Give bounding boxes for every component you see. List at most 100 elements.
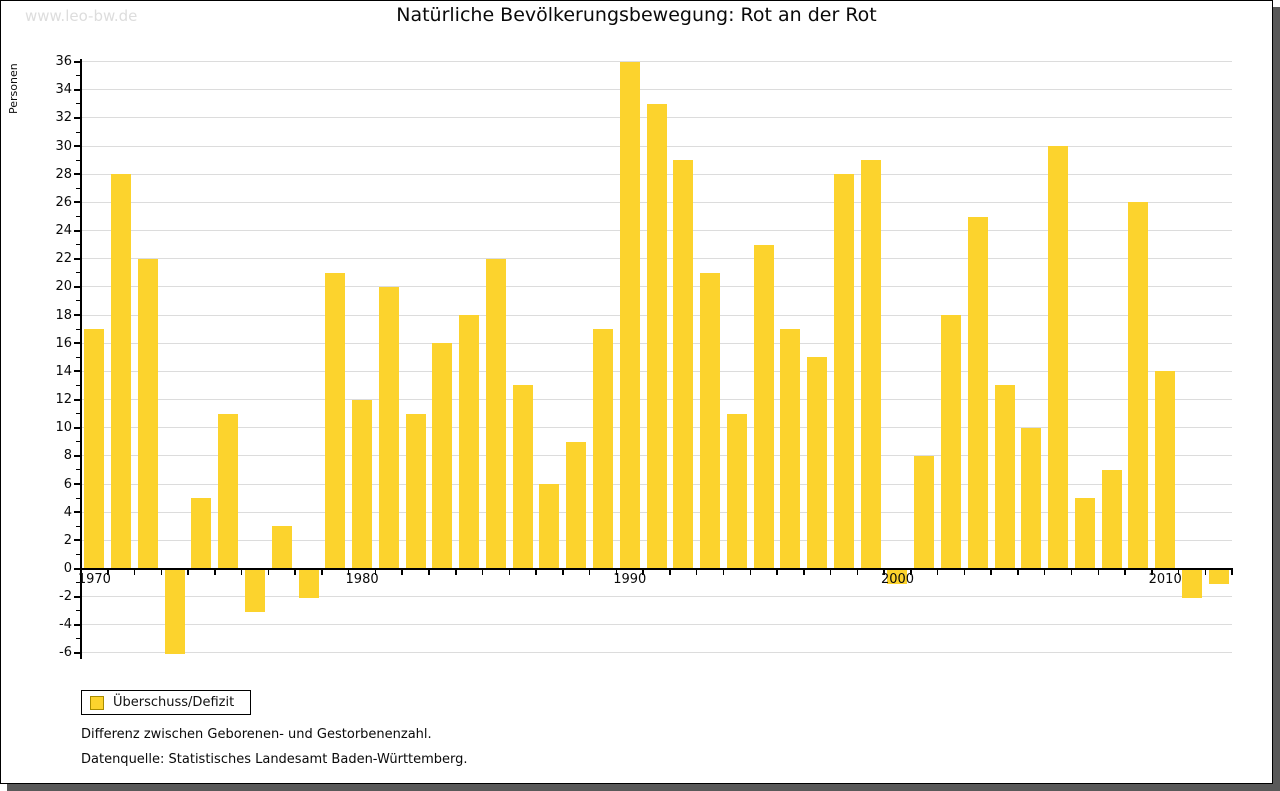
x-tick-label-1970: 1970: [77, 572, 111, 587]
bar-2002: [941, 315, 962, 569]
bar-1974: [191, 498, 212, 569]
y-tick-label: 22: [55, 251, 72, 267]
y-tick: [76, 469, 80, 471]
y-tick: [76, 525, 80, 527]
y-tick: [73, 285, 80, 288]
x-tick: [722, 569, 725, 575]
y-tick: [73, 539, 80, 542]
y-tick-label: 8: [63, 448, 72, 464]
bar-1989: [593, 329, 613, 569]
y-tick: [73, 595, 80, 598]
x-tick: [642, 569, 644, 575]
y-tick: [73, 88, 80, 91]
y-axis-line: [79, 59, 82, 659]
gridline: [81, 652, 1233, 654]
x-tick: [936, 569, 939, 575]
y-tick-label: 14: [55, 363, 72, 379]
y-tick: [76, 356, 80, 358]
bar-1972: [137, 258, 158, 569]
y-tick: [76, 159, 80, 161]
y-tick: [73, 145, 80, 148]
footnote-definition: Differenz zwischen Geborenen- und Gestor…: [81, 727, 432, 742]
x-tick: [695, 569, 698, 575]
x-tick: [321, 569, 323, 575]
x-tick: [240, 569, 243, 575]
y-tick-label: -4: [59, 617, 72, 633]
bar-1978: [298, 569, 319, 598]
x-tick: [803, 569, 805, 575]
y-tick: [76, 497, 80, 499]
x-tick: [214, 569, 216, 575]
y-tick: [76, 638, 80, 640]
y-tick: [76, 441, 80, 443]
y-tick: [73, 426, 80, 429]
x-tick: [1177, 569, 1180, 575]
bar-1976: [245, 569, 265, 612]
x-tick: [963, 569, 966, 575]
y-tick: [73, 314, 80, 317]
y-tick-label: 0: [63, 561, 72, 576]
bar-1977: [271, 526, 292, 569]
x-tick: [481, 569, 484, 575]
bar-1970: [84, 329, 105, 569]
y-tick: [73, 60, 80, 63]
y-tick: [73, 229, 80, 232]
bar-2010: [1155, 371, 1176, 569]
x-tick: [374, 569, 377, 575]
x-tick: [562, 569, 564, 575]
x-tick: [107, 569, 109, 575]
bar-1990: [619, 61, 640, 569]
y-tick-label: 32: [55, 110, 72, 126]
x-tick: [187, 569, 189, 575]
y-tick-label: 24: [55, 223, 72, 239]
x-tick: [133, 569, 136, 575]
frame-shadow-bottom: [7, 784, 1280, 791]
x-tick: [749, 569, 751, 575]
x-tick: [883, 569, 885, 575]
bar-2001: [914, 455, 935, 569]
y-tick: [73, 567, 80, 570]
y-tick: [73, 454, 80, 457]
legend-label: Überschuss/Defizit: [113, 695, 235, 710]
bar-2000: [887, 569, 908, 584]
y-tick: [76, 328, 80, 330]
x-tick: [669, 569, 671, 575]
y-tick-label: 2: [63, 532, 72, 548]
y-tick-label: 12: [55, 392, 72, 408]
y-tick-label: 18: [55, 307, 72, 323]
x-tick: [856, 569, 859, 575]
x-tick-label-1980: 1980: [345, 572, 379, 587]
x-tick: [990, 569, 992, 575]
y-tick: [76, 244, 80, 246]
legend-box: Überschuss/Defizit: [81, 690, 251, 715]
y-tick-label: 20: [55, 279, 72, 295]
y-tick: [73, 173, 80, 176]
bar-2009: [1128, 202, 1149, 569]
y-tick-label: 26: [55, 194, 72, 210]
y-tick: [73, 483, 80, 486]
y-tick: [73, 257, 80, 260]
y-tick: [76, 187, 80, 189]
x-tick: [1151, 569, 1153, 575]
bar-2008: [1101, 469, 1122, 569]
y-tick: [76, 272, 80, 274]
gridline: [81, 624, 1233, 626]
y-tick: [76, 216, 80, 217]
bar-1999: [860, 160, 881, 569]
y-tick-label: 36: [55, 54, 72, 70]
y-tick: [73, 511, 80, 514]
x-tick-label-1990: 1990: [613, 572, 647, 587]
x-tick: [1097, 569, 1099, 575]
y-tick: [76, 413, 80, 415]
y-tick-label: -6: [59, 645, 72, 661]
y-tick: [76, 75, 80, 77]
x-tick: [401, 569, 403, 575]
y-tick: [76, 300, 80, 302]
y-tick: [76, 582, 80, 584]
legend-swatch-icon: [90, 696, 104, 710]
bar-1984: [459, 315, 480, 569]
bar-1971: [111, 174, 132, 569]
y-tick: [73, 370, 80, 373]
